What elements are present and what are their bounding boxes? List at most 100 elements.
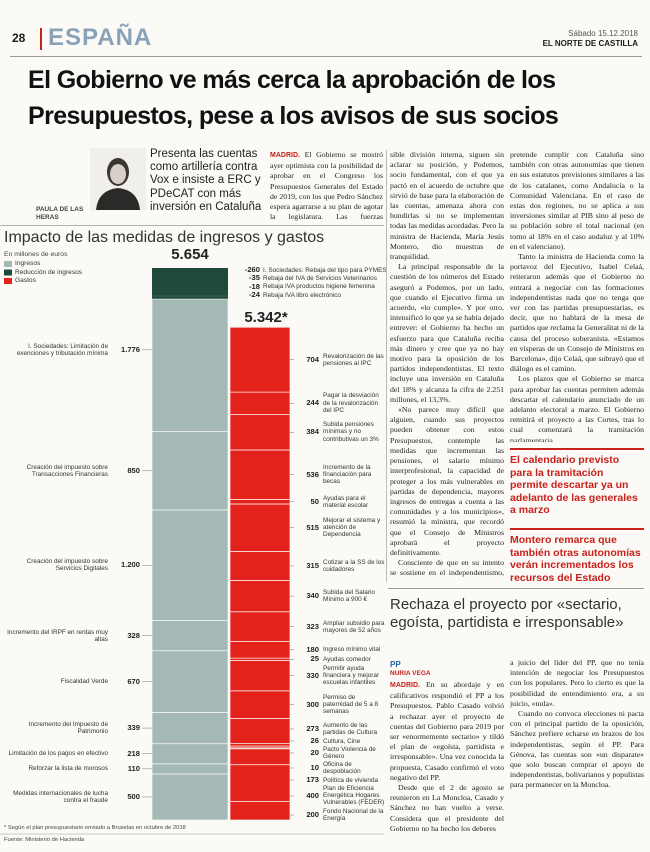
summary: Presenta las cuentas como artillería con… (150, 148, 262, 213)
paragraph-text: a juicio del líder del PP, que no tenía … (510, 658, 644, 708)
spending-value: 384 (306, 427, 319, 437)
spending-bar (229, 611, 291, 642)
income-value: 218 (127, 748, 140, 758)
income-label: Incremento del Impuesto de Patrimonio (28, 721, 108, 736)
paragraph-text: El Gobierno se mostró ayer optimista con… (270, 150, 383, 222)
spending-label: Política de vivienda (323, 776, 379, 784)
spending-label: Permiso de paternidad de 5 a 8 semanas (323, 693, 379, 716)
spending-value: 515 (306, 522, 319, 532)
spending-label: Ampliar subsidio para mayores de 52 años (323, 619, 385, 634)
spending-bar (229, 641, 291, 659)
spending-bar (229, 801, 291, 821)
spending-value: 704 (306, 354, 319, 364)
paragraph: MADRID. El Gobierno se mostró ayer optim… (270, 150, 383, 222)
byline: NURIA VEGA (390, 670, 431, 677)
paragraph: «No parece muy difícil que alguien, cuan… (390, 405, 504, 558)
article-column: MADRID. El Gobierno se mostró ayer optim… (270, 150, 383, 222)
article-column: pretende cumplir con Cataluña sino tambi… (510, 150, 644, 442)
income-value: 339 (127, 723, 140, 733)
paragraph: Desde que el 2 de agosto se reunieron en… (390, 783, 504, 834)
paragraph: Consciente de que en su intento se sosti… (390, 558, 504, 580)
spending-label: Subida del Salario Mínimo a 900 € (323, 589, 375, 604)
section-bar (40, 28, 42, 50)
column-rule (386, 150, 387, 582)
reduction-label: Rebaja del IVA de Servicios Veterinarios (263, 274, 377, 282)
income-bar (151, 712, 229, 745)
paragraph: sible división interna, siguen sin aclar… (390, 150, 504, 262)
income-label: Medidas internacionales de lucha contra … (13, 789, 108, 805)
article-column: sible división interna, siguen sin aclar… (390, 150, 504, 580)
income-value: 500 (127, 791, 140, 801)
spending-value: 50 (310, 496, 319, 506)
highlight: El calendario previsto para la tramitaci… (510, 448, 644, 517)
spending-value: 26 (310, 736, 319, 745)
infographic-title: Impacto de las medidas de ingresos y gas… (4, 229, 325, 246)
legend-label: Reducción de ingresos (15, 268, 83, 276)
paragraph: MADRID. En su abordaje y en calificativo… (390, 680, 504, 783)
income-bar (151, 431, 229, 511)
spending-value: 300 (306, 699, 319, 709)
income-label: Limitación de los pagos en efectivo (8, 750, 108, 758)
spending-bar (229, 718, 291, 744)
paragraph-text: Los plazos que el Gobierno se marca para… (510, 374, 644, 442)
spending-label: Pagar la desviación de la revalorización… (323, 392, 379, 414)
paragraph-text: pretende cumplir con Cataluña sino tambi… (510, 150, 644, 251)
spending-value: 20 (310, 748, 319, 757)
spending-bar (229, 503, 291, 552)
infographic-subtitle: En millones de euros (4, 251, 68, 258)
spending-bar (229, 551, 291, 581)
spending-label: Aumento de las partidas de Cultura (323, 722, 377, 737)
paragraph-text: Consciente de que en su intento se sosti… (390, 558, 504, 580)
paragraph: pretende cumplir con Cataluña sino tambi… (510, 150, 644, 252)
reduction-bar (152, 295, 228, 297)
income-value: 328 (127, 630, 140, 640)
income-value: 1.200 (120, 560, 140, 570)
spending-value: 315 (306, 560, 319, 570)
spending-bar (229, 449, 291, 500)
income-bar (151, 743, 229, 765)
spending-bar (229, 690, 291, 719)
reduction-label: Rebaja IVA productos higiene femenina (263, 283, 375, 291)
reduction-bar (152, 268, 228, 292)
spending-label: Oficina de despoblación (323, 761, 361, 776)
source: Fuente: Ministerio de Hacienda (4, 837, 85, 843)
spending-bar (229, 748, 291, 766)
paragraph: a juicio del líder del PP, que no tenía … (510, 658, 644, 709)
author: PAULA DE LAS HERAS (36, 206, 84, 221)
spending-bar (229, 660, 291, 692)
income-label: Reforzar la lista de morosos (28, 765, 108, 773)
footnote: * Según el plan presupuestario enviado a… (4, 825, 186, 831)
income-bar (151, 773, 229, 821)
spending-value: 244 (306, 398, 319, 408)
highlight: Montero remarca que también otras autono… (510, 528, 644, 584)
reduction-value: -260 (244, 265, 260, 274)
spending-bar (229, 764, 291, 802)
reduction-bar (152, 291, 228, 296)
spending-value: 536 (306, 469, 319, 479)
spending-value: 340 (306, 591, 319, 601)
income-label: Creación del impuesto sobre Servicios Di… (26, 558, 108, 573)
spending-label: Pacto Violencia de Género (323, 746, 376, 761)
date: Sábado 15.12.2018 (568, 29, 638, 38)
spending-label: Ayudas para el material escolar (323, 494, 369, 509)
income-bar (151, 763, 229, 775)
paragraph: La principal responsable de la cuestión … (390, 262, 504, 405)
infographic-chart (0, 225, 384, 835)
income-bar (151, 650, 229, 713)
income-label: I. Sociedades: Limitación de exenciones … (16, 342, 108, 358)
spending-value: 10 (310, 763, 319, 772)
spending-bar (229, 499, 291, 505)
reduction-value: -18 (249, 281, 260, 291)
paragraph: Cuando no convoca elecciones ni pacta co… (510, 709, 644, 791)
income-value: 670 (127, 676, 140, 686)
second-headline: Rechaza el proyecto por «sectario, egoís… (390, 596, 624, 631)
spending-label: Mejorar el sistema y atención de Depende… (323, 516, 381, 539)
headline: El Gobierno ve más cerca la aprobación d… (28, 66, 559, 130)
spending-value: 323 (306, 621, 319, 631)
income-value: 1.776 (120, 344, 140, 354)
paragraph-text: «No parece muy difícil que alguien, cuan… (390, 405, 504, 557)
paragraph-text: La principal responsable de la cuestión … (390, 262, 504, 404)
legend-swatch (4, 269, 12, 276)
reduction-label: Rebaja IVA libro electrónico (263, 291, 342, 299)
spending-label: Plan de Eficiencia Energética Hogares Vu… (323, 785, 385, 807)
